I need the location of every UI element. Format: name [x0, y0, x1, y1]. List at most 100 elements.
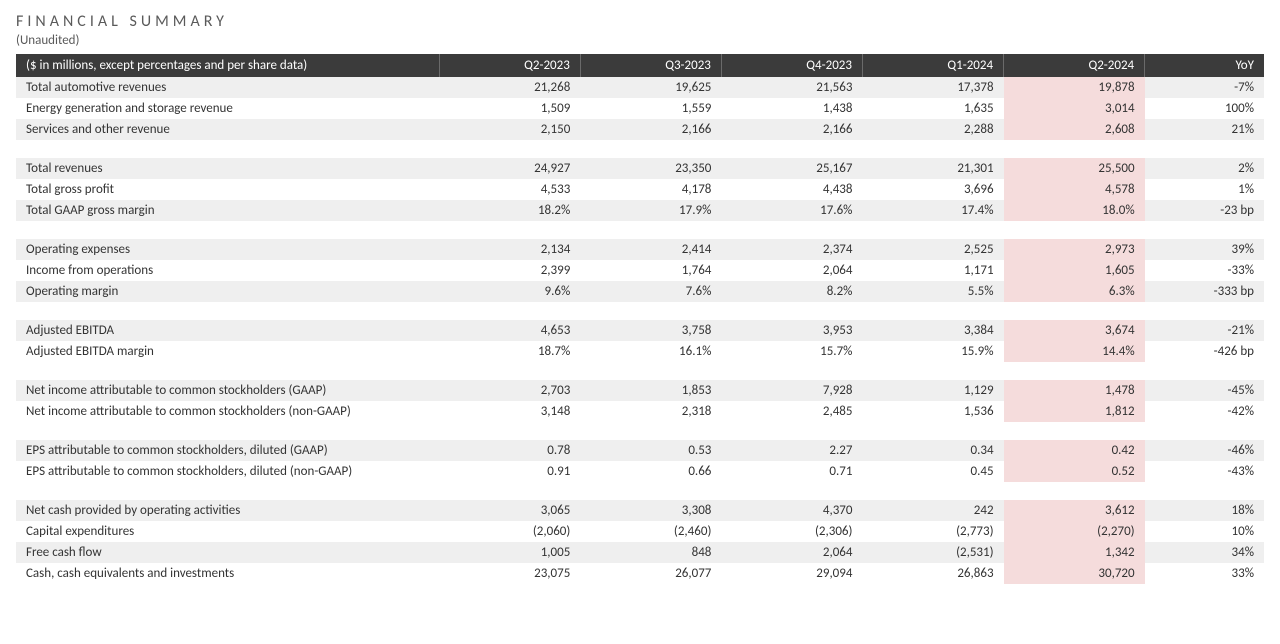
table-row: Total revenues24,92723,35025,16721,30125…: [16, 158, 1264, 179]
row-label: Adjusted EBITDA margin: [16, 341, 439, 362]
data-cell: 2,288: [862, 119, 1003, 140]
data-cell: 3,612: [1004, 500, 1145, 521]
data-cell: 3,014: [1004, 98, 1145, 119]
data-cell: (2,060): [439, 521, 580, 542]
row-label: Free cash flow: [16, 542, 439, 563]
data-cell: 2,525: [862, 239, 1003, 260]
data-cell: 9.6%: [439, 281, 580, 302]
data-cell: 16.1%: [580, 341, 721, 362]
table-row: Total gross profit4,5334,1784,4383,6964,…: [16, 179, 1264, 200]
table-row: Cash, cash equivalents and investments23…: [16, 563, 1264, 584]
data-cell: 39%: [1145, 239, 1264, 260]
data-cell: 34%: [1145, 542, 1264, 563]
table-row: Energy generation and storage revenue1,5…: [16, 98, 1264, 119]
spacer-row: [16, 221, 1264, 239]
data-cell: 7,928: [721, 380, 862, 401]
data-cell: 19,625: [580, 77, 721, 98]
data-cell: 17.6%: [721, 200, 862, 221]
table-header-row: ($ in millions, except percentages and p…: [16, 54, 1264, 77]
data-cell: 0.42: [1004, 440, 1145, 461]
data-cell: 0.71: [721, 461, 862, 482]
page-title: FINANCIAL SUMMARY: [16, 12, 1264, 31]
table-row: Net income attributable to common stockh…: [16, 401, 1264, 422]
data-cell: 4,178: [580, 179, 721, 200]
data-cell: 2,166: [721, 119, 862, 140]
data-cell: (2,270): [1004, 521, 1145, 542]
data-cell: 4,653: [439, 320, 580, 341]
data-cell: 4,578: [1004, 179, 1145, 200]
data-cell: 17.4%: [862, 200, 1003, 221]
data-cell: 2,414: [580, 239, 721, 260]
row-label: Operating expenses: [16, 239, 439, 260]
data-cell: 1,536: [862, 401, 1003, 422]
table-row: EPS attributable to common stockholders,…: [16, 461, 1264, 482]
data-cell: 23,075: [439, 563, 580, 584]
data-cell: 1,129: [862, 380, 1003, 401]
data-cell: 29,094: [721, 563, 862, 584]
data-cell: 0.34: [862, 440, 1003, 461]
data-cell: 2,150: [439, 119, 580, 140]
table-row: Income from operations2,3991,7642,0641,1…: [16, 260, 1264, 281]
data-cell: 1,171: [862, 260, 1003, 281]
data-cell: 1,605: [1004, 260, 1145, 281]
table-row: Operating expenses2,1342,4142,3742,5252,…: [16, 239, 1264, 260]
data-cell: 23,350: [580, 158, 721, 179]
spacer-row: [16, 422, 1264, 440]
table-row: Operating margin9.6%7.6%8.2%5.5%6.3%-333…: [16, 281, 1264, 302]
data-cell: 21,301: [862, 158, 1003, 179]
data-cell: 1,509: [439, 98, 580, 119]
data-cell: (2,306): [721, 521, 862, 542]
data-cell: 0.78: [439, 440, 580, 461]
data-cell: 5.5%: [862, 281, 1003, 302]
data-cell: 2.27: [721, 440, 862, 461]
data-cell: 6.3%: [1004, 281, 1145, 302]
data-cell: 21%: [1145, 119, 1264, 140]
data-cell: -333 bp: [1145, 281, 1264, 302]
data-cell: 2%: [1145, 158, 1264, 179]
data-cell: 18.2%: [439, 200, 580, 221]
data-cell: 3,148: [439, 401, 580, 422]
data-cell: -46%: [1145, 440, 1264, 461]
data-cell: 1,478: [1004, 380, 1145, 401]
spacer-row: [16, 140, 1264, 158]
data-cell: 18.0%: [1004, 200, 1145, 221]
data-cell: 15.7%: [721, 341, 862, 362]
data-cell: 8.2%: [721, 281, 862, 302]
row-label: Total GAAP gross margin: [16, 200, 439, 221]
data-cell: -42%: [1145, 401, 1264, 422]
data-cell: 3,696: [862, 179, 1003, 200]
row-label: EPS attributable to common stockholders,…: [16, 461, 439, 482]
row-label: Net income attributable to common stockh…: [16, 401, 439, 422]
data-cell: 2,064: [721, 542, 862, 563]
row-label: Net income attributable to common stockh…: [16, 380, 439, 401]
data-cell: 24,927: [439, 158, 580, 179]
data-cell: 4,370: [721, 500, 862, 521]
data-cell: 7.6%: [580, 281, 721, 302]
row-label: Operating margin: [16, 281, 439, 302]
header-col: YoY: [1145, 54, 1264, 77]
data-cell: 3,065: [439, 500, 580, 521]
data-cell: 2,064: [721, 260, 862, 281]
data-cell: 26,077: [580, 563, 721, 584]
row-label: Income from operations: [16, 260, 439, 281]
spacer-row: [16, 482, 1264, 500]
data-cell: 1,005: [439, 542, 580, 563]
data-cell: 19,878: [1004, 77, 1145, 98]
data-cell: -43%: [1145, 461, 1264, 482]
data-cell: 0.45: [862, 461, 1003, 482]
data-cell: 2,166: [580, 119, 721, 140]
table-row: Net cash provided by operating activitie…: [16, 500, 1264, 521]
row-label: Net cash provided by operating activitie…: [16, 500, 439, 521]
data-cell: 17,378: [862, 77, 1003, 98]
data-cell: 0.91: [439, 461, 580, 482]
data-cell: 3,308: [580, 500, 721, 521]
header-col: Q3-2023: [580, 54, 721, 77]
data-cell: 3,674: [1004, 320, 1145, 341]
data-cell: -426 bp: [1145, 341, 1264, 362]
data-cell: 1,853: [580, 380, 721, 401]
data-cell: 3,758: [580, 320, 721, 341]
data-cell: 21,268: [439, 77, 580, 98]
data-cell: -23 bp: [1145, 200, 1264, 221]
data-cell: 15.9%: [862, 341, 1003, 362]
spacer-row: [16, 302, 1264, 320]
